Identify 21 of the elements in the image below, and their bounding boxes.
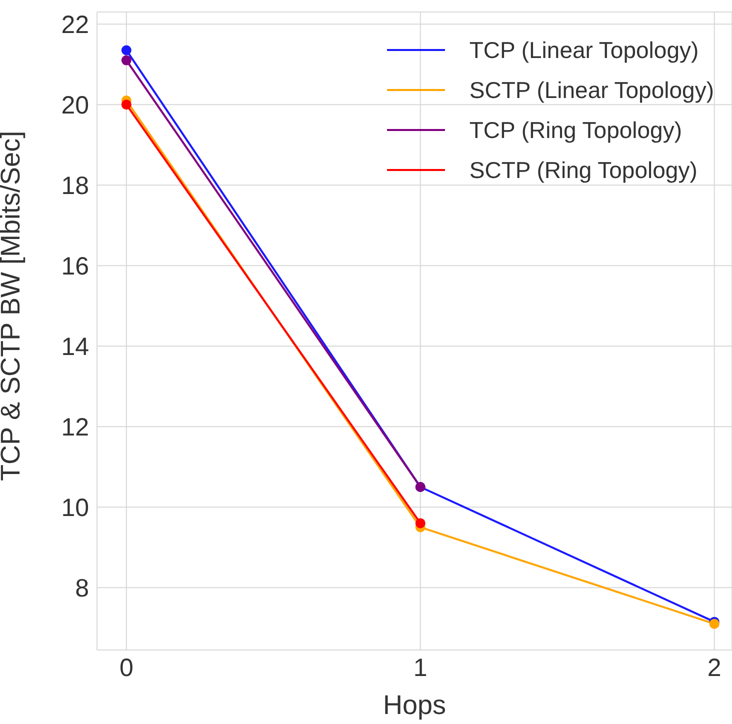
y-tick-label: 12 — [61, 413, 89, 442]
y-axis-title: TCP & SCTP BW [Mbits/Sec] — [0, 130, 26, 481]
y-tick-label: 14 — [61, 332, 90, 361]
x-tick-label: 0 — [119, 654, 134, 682]
point — [415, 518, 426, 528]
x-tick-label: 2 — [707, 654, 722, 682]
legend-label: SCTP (Linear Topology) — [469, 76, 714, 105]
x-tick-label: 1 — [413, 654, 428, 682]
y-tick-label: 18 — [61, 172, 89, 200]
y-tick-label: 10 — [61, 494, 89, 522]
y-tick-label: 20 — [61, 91, 89, 120]
x-axis-title: Hops — [382, 690, 446, 720]
legend-label: TCP (Linear Topology) — [469, 36, 699, 65]
legend-label: SCTP (Ring Topology) — [469, 156, 698, 185]
point — [121, 45, 132, 56]
y-tick-label: 22 — [61, 10, 89, 39]
point — [121, 100, 132, 110]
y-tick-label: 8 — [75, 574, 89, 602]
y-tick-label: 16 — [61, 252, 89, 280]
point — [121, 55, 132, 66]
legend-label: TCP (Ring Topology) — [469, 116, 682, 145]
